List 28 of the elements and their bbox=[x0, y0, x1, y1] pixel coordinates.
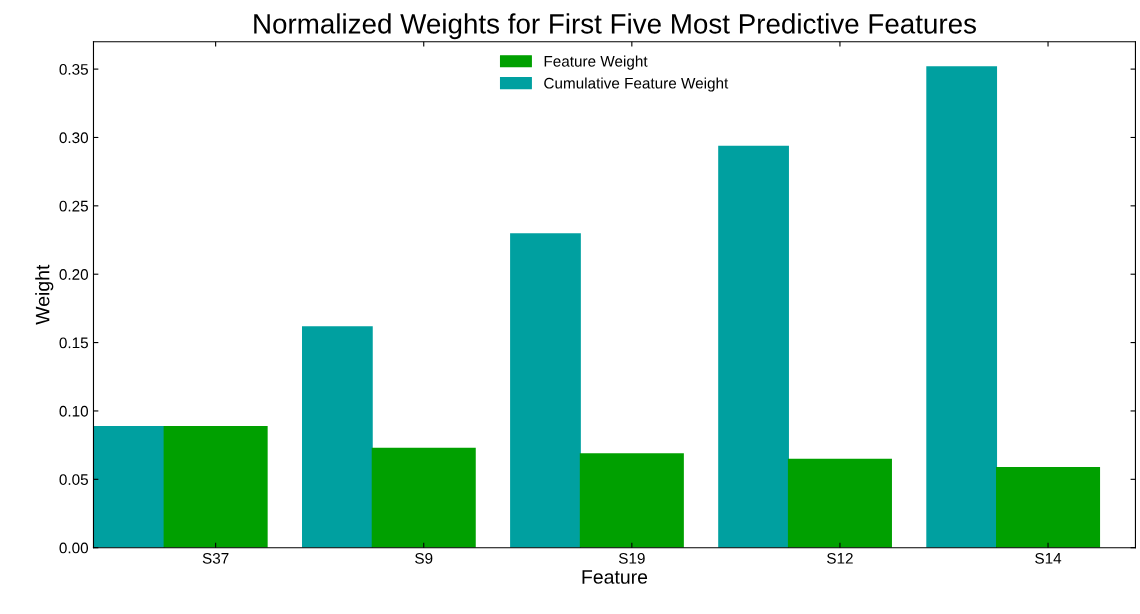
y-tick-label: 0.05 bbox=[59, 474, 88, 485]
bar bbox=[93, 425, 165, 548]
y-tick-label: 0.15 bbox=[59, 337, 88, 349]
x-tick-label: S14 bbox=[1035, 552, 1062, 564]
bar bbox=[926, 66, 998, 548]
legend-label: Cumulative Feature Weight bbox=[544, 77, 729, 92]
y-tick-label: 0.00 bbox=[59, 542, 89, 554]
x-tick-label: S37 bbox=[202, 552, 229, 564]
legend-label: Feature Weight bbox=[544, 55, 648, 70]
bar bbox=[579, 453, 684, 548]
y-tick-label: 0.30 bbox=[59, 132, 89, 144]
bar bbox=[510, 233, 581, 548]
y-tick-label: 0.35 bbox=[59, 63, 88, 75]
bar bbox=[163, 425, 268, 548]
y-tick-label: 0.10 bbox=[59, 405, 89, 417]
x-axis-title: Feature bbox=[582, 570, 648, 584]
x-tick-label: S9 bbox=[415, 552, 433, 564]
y-axis-title: Weight bbox=[35, 264, 54, 325]
bar bbox=[996, 467, 1101, 548]
y-tick-label: 0.20 bbox=[59, 269, 89, 280]
x-tick-label: S12 bbox=[827, 552, 853, 564]
y-tick-label: 0.25 bbox=[59, 200, 88, 212]
chart-title: Normalized Weights for First Five Most Predictive Features bbox=[254, 13, 976, 40]
bar bbox=[718, 145, 789, 548]
bar bbox=[371, 447, 476, 548]
bar bbox=[787, 458, 892, 548]
bar bbox=[302, 326, 373, 548]
x-tick-label: S19 bbox=[618, 552, 645, 564]
